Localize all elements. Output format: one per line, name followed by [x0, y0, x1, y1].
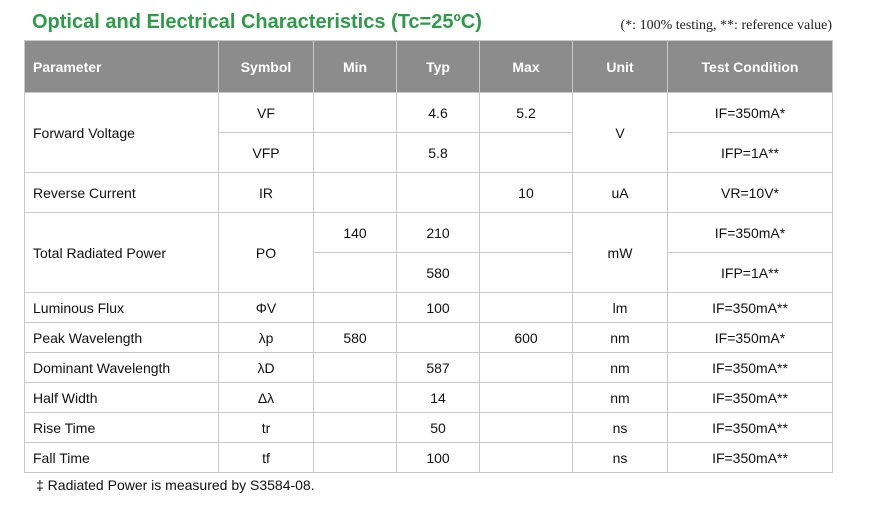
symbol-cell: λp	[218, 322, 314, 353]
max-cell	[479, 252, 573, 293]
parameter-cell: Dominant Wavelength	[24, 352, 219, 383]
min-cell	[313, 442, 397, 473]
unit-cell: nm	[572, 382, 668, 413]
unit-cell: ns	[572, 442, 668, 473]
max-cell	[479, 292, 573, 323]
typ-cell: 50	[396, 412, 480, 443]
min-cell	[313, 292, 397, 323]
parameter-cell: Reverse Current	[24, 172, 219, 213]
typ-cell	[396, 322, 480, 353]
table-body: Forward Voltage VF 4.6 5.2 V IF=350mA* VFP 5.8 I…	[24, 92, 833, 473]
unit-cell: V	[572, 92, 668, 173]
condition-cell: IF=350mA**	[667, 292, 833, 323]
max-cell	[479, 212, 573, 253]
table-row: Forward Voltage VF 4.6 5.2 V IF=350mA*	[24, 92, 833, 173]
table-row: Dominant Wavelength λD 587 nm IF=350mA**	[24, 352, 833, 383]
table-row: Total Radiated Power PO 140 210 mW IF=350mA*	[24, 212, 833, 293]
column-header: Unit	[572, 40, 668, 93]
unit-cell: ns	[572, 412, 668, 443]
condition-cell: IF=350mA*	[667, 212, 833, 253]
column-header: Symbol	[218, 40, 314, 93]
max-cell	[479, 132, 573, 173]
min-cell	[313, 132, 397, 173]
typ-cell: 5.8	[396, 132, 480, 173]
min-cell	[313, 412, 397, 443]
parameter-cell: Half Width	[24, 382, 219, 413]
parameter-cell: Peak Wavelength	[24, 322, 219, 353]
column-header: Min	[313, 40, 397, 93]
condition-cell: IFP=1A**	[667, 132, 833, 173]
table-row: Peak Wavelength λp 580 600 nm IF=350mA*	[24, 322, 833, 353]
typ-cell: 100	[396, 442, 480, 473]
typ-cell	[396, 172, 480, 213]
table-row: Reverse Current IR 10 uA VR=10V*	[24, 172, 833, 213]
min-cell	[313, 382, 397, 413]
parameter-cell: Rise Time	[24, 412, 219, 443]
parameter-cell: Total Radiated Power	[24, 212, 219, 293]
symbol-cell: tf	[218, 442, 314, 473]
typ-cell: 100	[396, 292, 480, 323]
max-cell	[479, 382, 573, 413]
note: (*: 100% testing, **: reference value)	[620, 18, 832, 33]
parameter-cell: Forward Voltage	[24, 92, 219, 173]
parameter-cell: Luminous Flux	[24, 292, 219, 323]
column-header: Parameter	[24, 40, 219, 93]
max-cell: 10	[479, 172, 573, 213]
table-row: Half Width Δλ 14 nm IF=350mA**	[24, 382, 833, 413]
typ-cell: 580	[396, 252, 480, 293]
symbol-cell: VF	[218, 92, 314, 133]
symbol-cell: PO	[218, 212, 314, 293]
max-cell	[479, 412, 573, 443]
table-row: Luminous Flux ΦV 100 lm IF=350mA**	[24, 292, 833, 323]
parameter-cell: Fall Time	[24, 442, 219, 473]
min-cell: 580	[313, 322, 397, 353]
table-row: Fall Time tf 100 ns IF=350mA**	[24, 442, 833, 473]
unit-cell: uA	[572, 172, 668, 213]
column-header: Max	[479, 40, 573, 93]
typ-cell: 14	[396, 382, 480, 413]
symbol-cell: ΦV	[218, 292, 314, 323]
condition-cell: IF=350mA**	[667, 352, 833, 383]
table-row: Rise Time tr 50 ns IF=350mA**	[24, 412, 833, 443]
unit-cell: mW	[572, 212, 668, 293]
unit-cell: nm	[572, 322, 668, 353]
condition-cell: IF=350mA**	[667, 412, 833, 443]
typ-cell: 210	[396, 212, 480, 253]
title: Optical and Electrical Characteristics (…	[32, 11, 482, 33]
min-cell	[313, 252, 397, 293]
unit-cell: lm	[572, 292, 668, 323]
condition-cell: IF=350mA**	[667, 442, 833, 473]
symbol-cell: λD	[218, 352, 314, 383]
symbol-cell: Δλ	[218, 382, 314, 413]
symbol-cell: tr	[218, 412, 314, 443]
column-header: Typ	[396, 40, 480, 93]
footnote: ‡ Radiated Power is measured by S3584-08…	[36, 477, 315, 493]
condition-cell: IF=350mA*	[667, 322, 833, 353]
min-cell: 140	[313, 212, 397, 253]
min-cell	[313, 352, 397, 383]
unit-cell: nm	[572, 352, 668, 383]
symbol-cell: VFP	[218, 132, 314, 173]
typ-cell: 587	[396, 352, 480, 383]
condition-cell: IF=350mA*	[667, 92, 833, 133]
min-cell	[313, 92, 397, 133]
max-cell: 5.2	[479, 92, 573, 133]
max-cell: 600	[479, 322, 573, 353]
typ-cell: 4.6	[396, 92, 480, 133]
condition-cell: IF=350mA**	[667, 382, 833, 413]
spec-table: Parameter Symbol Min Typ Max Unit Test Conditi…	[24, 40, 833, 473]
column-header: Test Condition	[667, 40, 833, 93]
min-cell	[313, 172, 397, 213]
max-cell	[479, 352, 573, 383]
condition-cell: IFP=1A**	[667, 252, 833, 293]
header-row: Parameter Symbol Min Typ Max Unit Test Conditi…	[24, 40, 833, 93]
symbol-cell: IR	[218, 172, 314, 213]
max-cell	[479, 442, 573, 473]
condition-cell: VR=10V*	[667, 172, 833, 213]
